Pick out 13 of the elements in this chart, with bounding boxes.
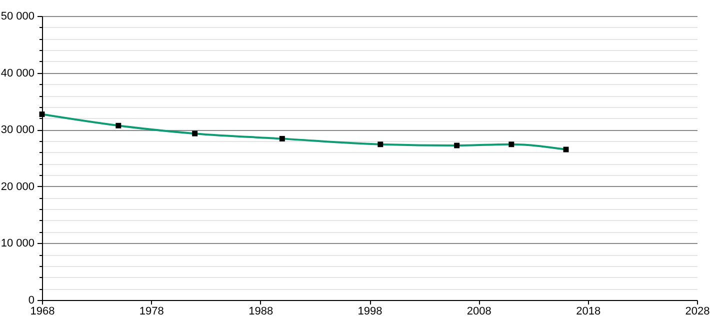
x-tick-label: 1978 — [139, 306, 164, 318]
y-tick-label: 30 000 — [0, 124, 34, 136]
x-tick-label: 2008 — [466, 306, 492, 318]
y-tick-label: 40 000 — [0, 67, 34, 80]
y-tick-label: 10 000 — [0, 238, 34, 250]
x-tick-label: 2018 — [576, 306, 601, 318]
x-tick-label: 1968 — [30, 306, 55, 318]
y-tick-label: 50 000 — [0, 10, 34, 22]
x-tick-label: 2028 — [685, 306, 710, 318]
x-tick-label: 1988 — [248, 306, 274, 318]
x-tick-label: 1998 — [358, 306, 382, 318]
y-tick-label: 0 — [28, 294, 34, 306]
y-tick-label: 20 000 — [0, 180, 34, 193]
